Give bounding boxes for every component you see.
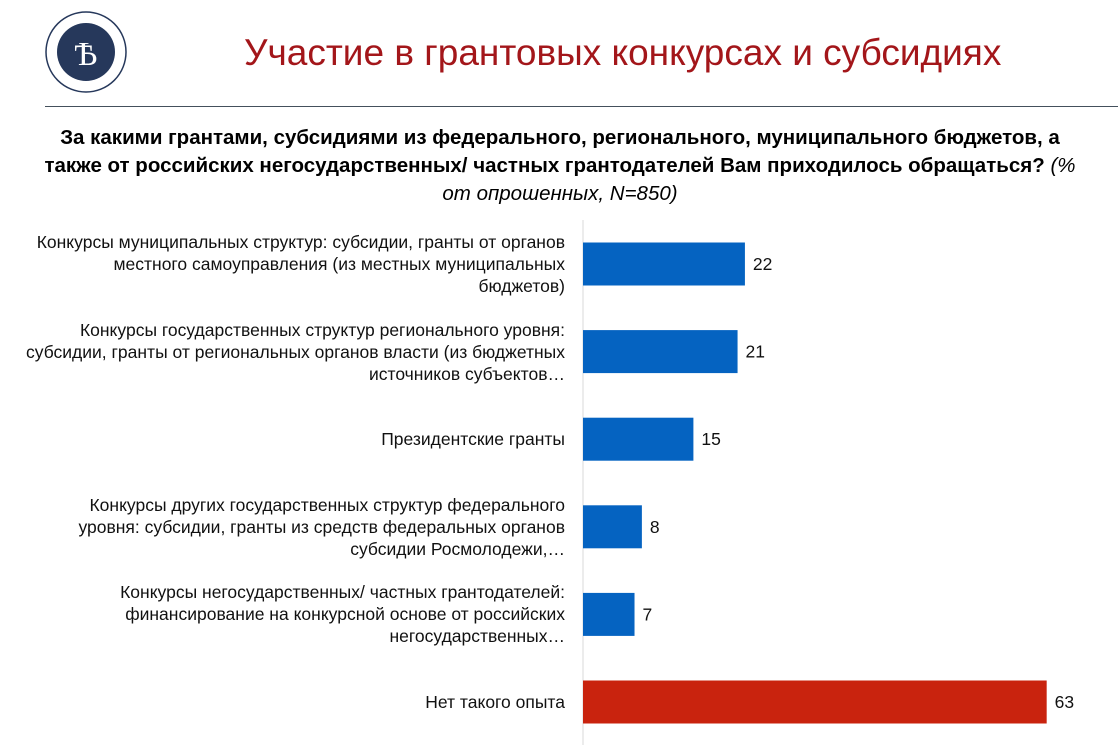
- data-label: 63: [1055, 692, 1074, 712]
- question-note: (% от опрошенных, N=850): [442, 154, 1076, 205]
- slide-title: Участие в грантовых конкурсах и субсидия…: [244, 32, 1002, 73]
- data-label: 22: [753, 254, 772, 274]
- bar: [583, 505, 642, 549]
- survey-question: За какими грантами, субсидиями из федера…: [40, 124, 1080, 208]
- category-label: Конкурсы муниципальных структур: субсиди…: [36, 232, 565, 296]
- data-label: 7: [643, 604, 653, 624]
- divider: [45, 106, 1118, 107]
- category-label: Президентские гранты: [381, 429, 565, 450]
- data-label: 15: [701, 429, 720, 449]
- question-text: За какими грантами, субсидиями из федера…: [44, 126, 1060, 177]
- data-label: 21: [746, 342, 765, 362]
- chart-svg: 22 21 15 8 7 63: [582, 220, 1074, 745]
- bar: [583, 592, 635, 636]
- data-label: 8: [650, 517, 660, 537]
- hse-logo: Ѣ: [45, 11, 127, 93]
- bar: [583, 242, 745, 286]
- category-label: Конкурсы государственных структур регион…: [26, 319, 565, 384]
- bar: [583, 330, 738, 374]
- svg-text:Ѣ: Ѣ: [75, 36, 98, 73]
- bar: [583, 417, 694, 461]
- bar-chart: 22 21 15 8 7 63 Конкурсы муниципальных структ…: [0, 220, 1118, 750]
- bar: [583, 680, 1047, 724]
- category-label: Конкурсы других государственных структур…: [78, 494, 565, 559]
- category-label: Нет такого опыта: [425, 692, 565, 712]
- category-label: Конкурсы негосударственных/ частных гран…: [120, 582, 565, 647]
